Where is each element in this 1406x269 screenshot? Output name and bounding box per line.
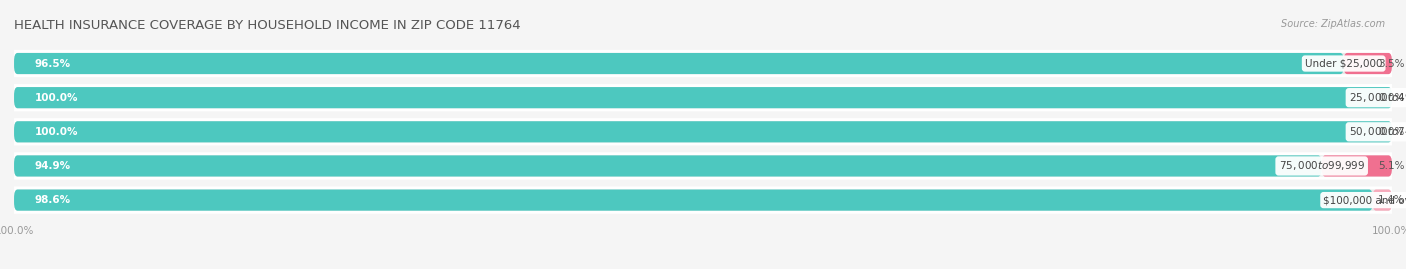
FancyBboxPatch shape	[14, 53, 1392, 74]
FancyBboxPatch shape	[14, 53, 1344, 74]
FancyBboxPatch shape	[14, 87, 1392, 108]
FancyBboxPatch shape	[14, 155, 1322, 176]
Text: Source: ZipAtlas.com: Source: ZipAtlas.com	[1281, 19, 1385, 29]
FancyBboxPatch shape	[14, 87, 1392, 108]
Text: 3.5%: 3.5%	[1378, 59, 1405, 69]
Text: 0.0%: 0.0%	[1378, 127, 1405, 137]
Text: 96.5%: 96.5%	[35, 59, 70, 69]
Text: $25,000 to $49,999: $25,000 to $49,999	[1348, 91, 1406, 104]
Text: $100,000 and over: $100,000 and over	[1323, 195, 1406, 205]
Text: $50,000 to $74,999: $50,000 to $74,999	[1348, 125, 1406, 138]
FancyBboxPatch shape	[1372, 189, 1392, 211]
FancyBboxPatch shape	[14, 121, 1392, 142]
FancyBboxPatch shape	[1322, 155, 1392, 176]
FancyBboxPatch shape	[14, 121, 1392, 142]
Text: 5.1%: 5.1%	[1378, 161, 1405, 171]
Text: 98.6%: 98.6%	[35, 195, 70, 205]
FancyBboxPatch shape	[1344, 53, 1392, 74]
Text: 100.0%: 100.0%	[35, 93, 79, 103]
Text: 94.9%: 94.9%	[35, 161, 70, 171]
Text: 0.0%: 0.0%	[1378, 93, 1405, 103]
FancyBboxPatch shape	[14, 189, 1372, 211]
Text: 100.0%: 100.0%	[35, 127, 79, 137]
FancyBboxPatch shape	[14, 155, 1392, 176]
FancyBboxPatch shape	[14, 152, 1392, 180]
FancyBboxPatch shape	[14, 50, 1392, 77]
Text: $75,000 to $99,999: $75,000 to $99,999	[1278, 160, 1365, 172]
FancyBboxPatch shape	[14, 84, 1392, 111]
Text: HEALTH INSURANCE COVERAGE BY HOUSEHOLD INCOME IN ZIP CODE 11764: HEALTH INSURANCE COVERAGE BY HOUSEHOLD I…	[14, 19, 520, 32]
FancyBboxPatch shape	[14, 118, 1392, 146]
FancyBboxPatch shape	[14, 189, 1392, 211]
Text: 1.4%: 1.4%	[1378, 195, 1405, 205]
FancyBboxPatch shape	[14, 186, 1392, 214]
Text: Under $25,000: Under $25,000	[1305, 59, 1382, 69]
